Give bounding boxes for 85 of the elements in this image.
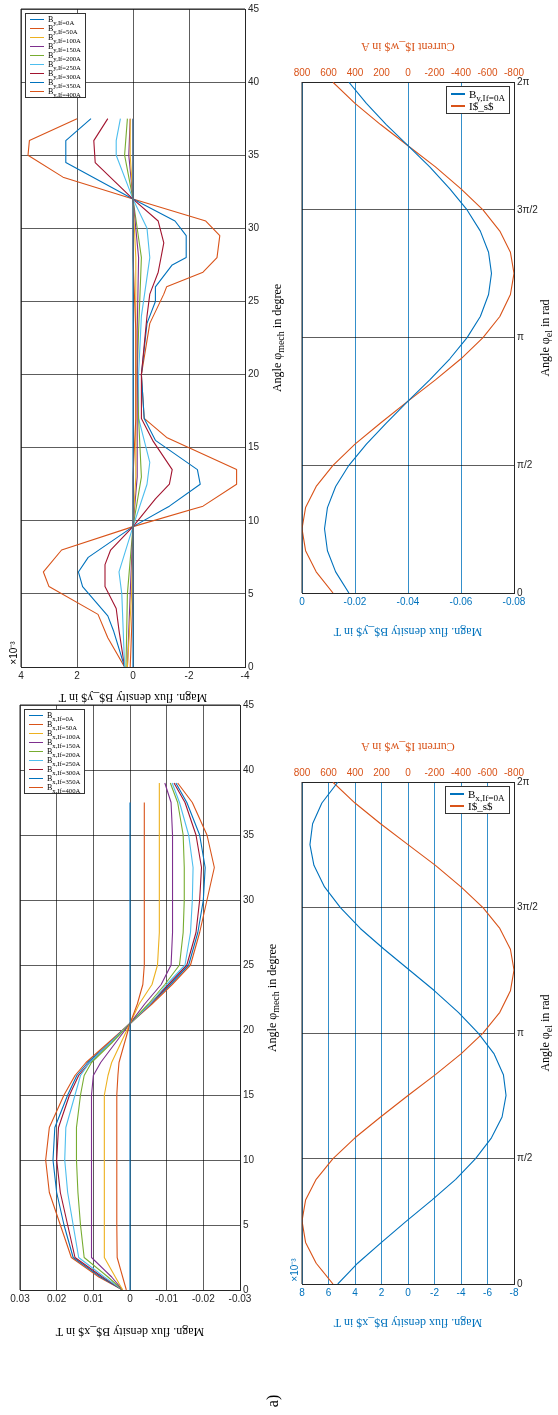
- y-tick-label: 10: [243, 1153, 255, 1165]
- x2-tick-label: 600: [320, 66, 338, 78]
- x2-axis-title: Current I$_w$ in A: [361, 738, 455, 754]
- x-tick-label: 0: [127, 1292, 134, 1304]
- legend-label: B$_{x,If=0A}$: [47, 711, 74, 722]
- x-tick-label: -0.06: [449, 595, 473, 607]
- y-tick-label: 3π/2: [517, 203, 539, 215]
- y-tick-label: 3π/2: [517, 901, 539, 913]
- y-tick-label: 45: [243, 698, 255, 710]
- x2-tick-label: 0: [405, 766, 412, 778]
- legend-label: B$_{y,If=0A}$: [48, 15, 75, 26]
- x2-tick-label: -200: [424, 766, 445, 778]
- x-axis-title: Magn. flux density B$_x$ in T: [55, 1323, 205, 1339]
- x-axis-title: Magn. flux density B$_y$ in T: [58, 689, 208, 705]
- y-tick-label: π: [517, 1026, 524, 1038]
- x-tick-label: -2: [430, 1286, 440, 1298]
- y-tick-label: 30: [248, 222, 260, 234]
- y-tick-label: 20: [248, 368, 260, 380]
- x-tick-label: -4: [240, 669, 250, 681]
- y-tick-label: π/2: [517, 459, 533, 470]
- x-tick-label: 0.01: [83, 1292, 104, 1304]
- x-tick-label: 0: [130, 669, 137, 681]
- x2-tick-label: -800: [503, 66, 525, 78]
- x2-tick-label: -200: [424, 66, 445, 78]
- y-tick-label: 35: [243, 828, 255, 840]
- y-tick-label: 2π: [517, 775, 530, 787]
- x-axis-title: Magn. flux density B$_y$ in T: [333, 623, 483, 639]
- x-tick-label: -2: [184, 669, 194, 681]
- x2-tick-label: 400: [346, 766, 364, 778]
- y-tick-label: 10: [248, 514, 260, 526]
- x-tick-label: -0.04: [396, 595, 420, 607]
- x2-tick-label: 0: [405, 66, 412, 78]
- y-tick-label: 2π: [517, 75, 530, 87]
- y-tick-label: π: [517, 331, 524, 343]
- y-tick-label: 0: [248, 660, 254, 672]
- x-tick-label: 0: [405, 1286, 412, 1298]
- x2-tick-label: 800: [293, 66, 311, 78]
- x-tick-label: 8: [299, 1286, 306, 1298]
- x2-tick-label: -400: [450, 766, 472, 778]
- x2-tick-label: 600: [320, 766, 338, 778]
- x2-tick-label: -800: [503, 766, 525, 778]
- x-axis-title: Magn. flux density B$_x$ in T: [333, 1314, 483, 1330]
- y-tick-label: 30: [243, 893, 255, 905]
- x-tick-label: 2: [74, 669, 81, 681]
- y-tick-label: 35: [248, 148, 260, 160]
- y-tick-label: 15: [243, 1088, 255, 1100]
- x-tick-label: 0.03: [10, 1292, 31, 1304]
- legend-label: B$_{y,If=0A}$: [469, 88, 506, 104]
- y-tick-label: 25: [243, 958, 255, 970]
- x2-tick-label: -600: [477, 766, 498, 778]
- text: ×10⁻³: [7, 641, 20, 665]
- x2-tick-label: 200: [373, 766, 391, 778]
- x-tick-label: -0.02: [191, 1292, 216, 1304]
- y-tick-label: π/2: [517, 1152, 533, 1164]
- y-tick-label: 20: [243, 1023, 255, 1035]
- x-tick-label: 2: [378, 1286, 385, 1298]
- x-tick-label: -4: [456, 1286, 466, 1298]
- x-tick-label: 0.02: [46, 1292, 67, 1304]
- x-tick-label: 0: [299, 595, 306, 607]
- text: a): [264, 1394, 282, 1408]
- x-tick-label: 4: [18, 669, 25, 681]
- x-tick-label: -6: [483, 1286, 493, 1298]
- text: ×10⁻³: [288, 1258, 301, 1282]
- x2-tick-label: 800: [293, 766, 311, 778]
- x-tick-label: -0.03: [228, 1292, 252, 1304]
- y-tick-label: 0: [517, 1277, 523, 1289]
- x2-tick-label: -400: [450, 66, 472, 78]
- y-tick-label: 45: [248, 2, 260, 14]
- x-tick-label: -0.01: [155, 1292, 179, 1304]
- x2-tick-label: 400: [346, 66, 364, 78]
- x-tick-label: -8: [509, 1286, 519, 1298]
- x2-tick-label: 200: [373, 66, 391, 78]
- y-tick-label: 5: [248, 587, 254, 599]
- x-tick-label: 6: [325, 1286, 332, 1298]
- y-tick-label: 40: [243, 763, 255, 775]
- x-tick-label: 4: [352, 1286, 359, 1298]
- x-tick-label: -0.02: [343, 595, 367, 607]
- x2-axis-title: Current I$_w$ in A: [361, 38, 455, 54]
- x2-tick-label: -600: [477, 66, 498, 78]
- y-tick-label: 5: [243, 1218, 249, 1230]
- y-tick-label: 40: [248, 75, 260, 87]
- y-tick-label: 0: [517, 586, 523, 598]
- y-tick-label: 25: [248, 295, 260, 307]
- x-tick-label: -0.08: [502, 595, 526, 607]
- y-tick-label: 15: [248, 441, 260, 453]
